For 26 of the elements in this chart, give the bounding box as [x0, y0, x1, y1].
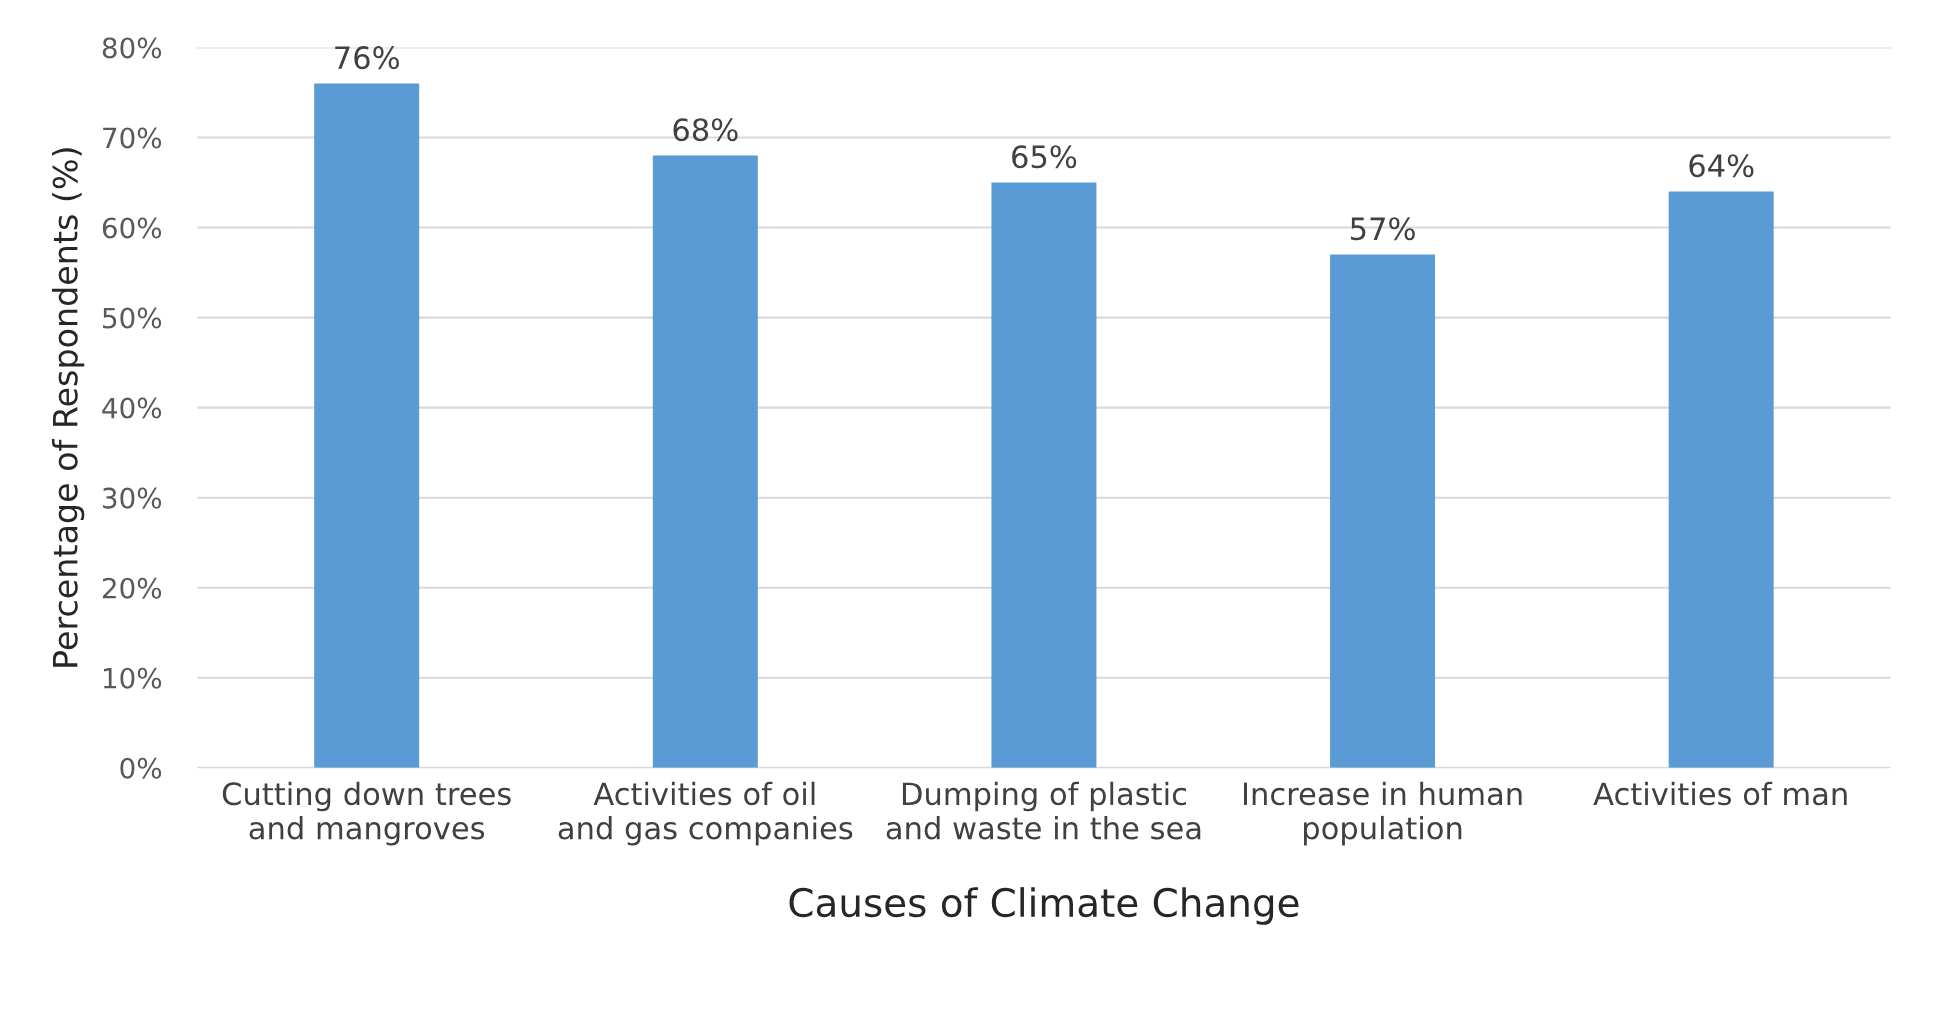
- data-label: 68%: [673, 118, 738, 142]
- x-axis-title: Causes of Climate Change: [789, 887, 1299, 925]
- data-label: 65%: [1012, 145, 1077, 169]
- data-label: 64%: [1689, 154, 1754, 178]
- y-tick-label: 20%: [102, 577, 162, 599]
- x-tick-label: Increase in human population: [1243, 781, 1522, 846]
- data-label: 57%: [1350, 217, 1415, 241]
- y-tick-label: 0%: [120, 757, 162, 779]
- y-axis-title: Percentage of Respondents (%): [51, 148, 85, 667]
- y-tick-label: 70%: [103, 127, 162, 149]
- x-tick-label: Dumping of plastic and waste in the sea: [886, 781, 1201, 840]
- bar: [652, 155, 758, 768]
- bar: [314, 83, 420, 768]
- bar: [1330, 254, 1436, 768]
- y-tick-label: 80%: [102, 37, 162, 59]
- y-tick-label: 40%: [102, 397, 162, 419]
- x-tick-label: Cutting down trees and mangroves: [222, 781, 511, 846]
- y-tick-label: 60%: [102, 217, 162, 239]
- bar: [991, 182, 1097, 768]
- y-tick-label: 30%: [103, 487, 162, 509]
- data-label: 76%: [335, 46, 399, 70]
- y-tick-label: 10%: [103, 667, 162, 689]
- x-tick-label: Activities of man: [1593, 781, 1847, 806]
- bar: [1668, 191, 1774, 768]
- x-tick-label: Activities of oil and gas companies: [558, 781, 853, 846]
- y-tick-label: 50%: [103, 307, 162, 329]
